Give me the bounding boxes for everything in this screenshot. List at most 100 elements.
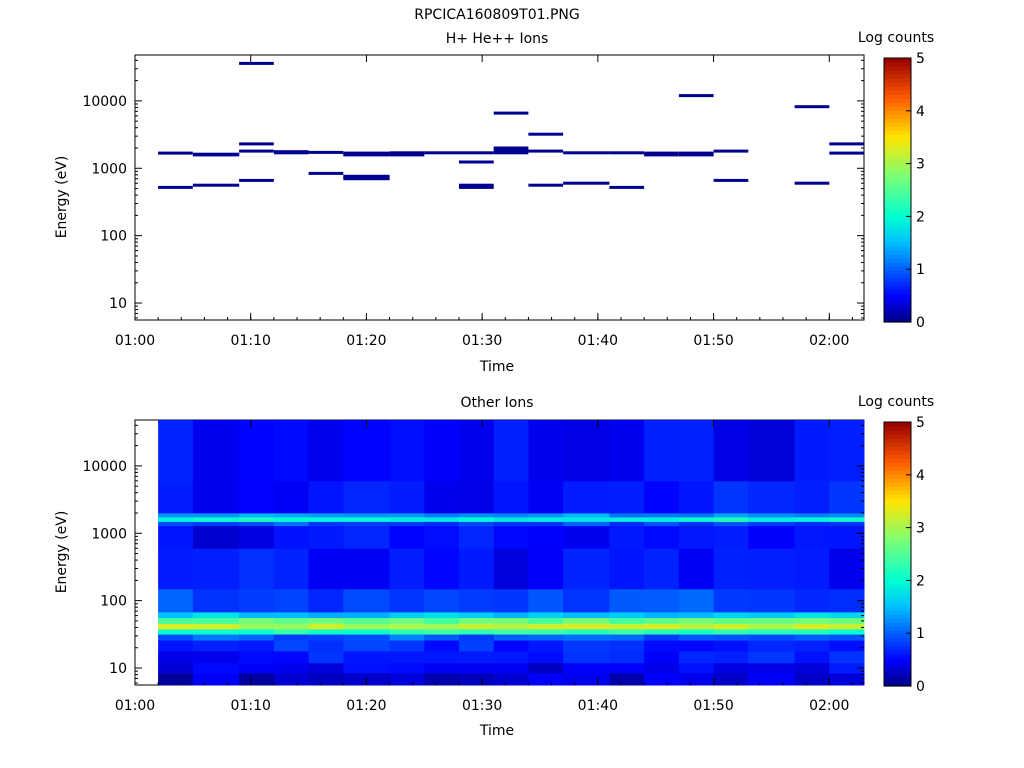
heatmap-cell: [713, 521, 749, 527]
y-axis-label: Energy (eV): [54, 156, 70, 239]
colorbar-segment: [884, 574, 911, 579]
heatmap-cell: [829, 629, 865, 635]
colorbar-tick-label: 3: [916, 157, 925, 173]
colorbar-segment: [884, 438, 911, 443]
heatmap-cell: [273, 513, 310, 518]
heatmap-cell: [192, 634, 240, 641]
heatmap-cell: [644, 420, 680, 482]
heatmap-cell: [829, 672, 865, 686]
heatmap-cell: [459, 662, 495, 674]
colorbar-segment: [884, 150, 911, 155]
colorbar-segment: [884, 194, 911, 199]
colorbar-segment: [884, 506, 911, 511]
colorbar-segment: [884, 650, 911, 655]
colorbar-segment: [884, 210, 911, 215]
heatmap-cell: [829, 516, 865, 522]
colorbar-tick-label: 4: [916, 468, 925, 484]
colorbar-segment: [884, 570, 911, 575]
colorbar-segment: [884, 670, 911, 675]
energy-bin: [192, 183, 240, 187]
colorbar-frame: [883, 57, 912, 323]
energy-bin: [343, 174, 390, 178]
heatmap-cell: [644, 588, 680, 613]
energy-bin: [678, 153, 714, 157]
heatmap-cell: [343, 640, 391, 652]
colorbar-segment: [884, 66, 911, 71]
heatmap-cell: [528, 588, 564, 613]
colorbar-segment: [884, 134, 911, 139]
heatmap-cell: [563, 525, 610, 549]
colorbar-segment: [884, 146, 911, 151]
heatmap-cell: [192, 640, 240, 652]
x-tick-label: 01:20: [346, 333, 386, 349]
heatmap-cell: [794, 634, 830, 641]
heatmap-cell: [389, 617, 425, 624]
colorbar-segment: [884, 630, 911, 635]
heatmap-cell: [239, 672, 275, 686]
heatmap-cell: [528, 662, 564, 674]
colorbar-segment: [884, 542, 911, 547]
heatmap-cell: [389, 634, 425, 641]
heatmap-cell: [493, 480, 529, 514]
energy-bin: [459, 183, 494, 187]
colorbar-segment: [884, 554, 911, 559]
heatmap-cell: [389, 629, 425, 635]
heatmap-cell: [528, 634, 564, 641]
colorbar-segment: [884, 654, 911, 659]
heatmap-cell: [528, 672, 564, 686]
heatmap-cell: [678, 420, 715, 482]
heatmap-cell: [424, 617, 460, 624]
heatmap-cell: [713, 525, 749, 549]
heatmap-cell: [644, 548, 680, 590]
colorbar-segment: [884, 534, 911, 539]
heatmap-cell: [459, 640, 495, 652]
heatmap-cell: [794, 420, 830, 482]
heatmap-cell: [528, 513, 564, 518]
heatmap-cell: [459, 516, 495, 522]
heatmap-cell: [644, 513, 680, 518]
heatmap-cell: [713, 629, 749, 635]
energy-bin: [713, 178, 749, 182]
energy-bin: [644, 153, 679, 157]
heatmap-cell: [493, 662, 529, 674]
heatmap-cell: [563, 588, 610, 613]
colorbar-segment: [884, 486, 911, 491]
heatmap-cell: [563, 650, 610, 664]
heatmap-cell: [424, 623, 460, 630]
colorbar-tick-label: 0: [916, 679, 925, 695]
heatmap-cell: [678, 521, 715, 527]
colorbar-segment: [884, 218, 911, 223]
colorbar-segment: [884, 286, 911, 291]
heatmap-cell: [748, 525, 796, 549]
energy-bin: [829, 151, 864, 155]
colorbar-segment: [884, 226, 911, 231]
heatmap-cell: [343, 629, 391, 635]
heatmap-cell: [829, 588, 865, 613]
heatmap-cell: [389, 640, 425, 652]
heatmap-cell: [424, 662, 460, 674]
heatmap-cell: [644, 525, 680, 549]
y-axis: 10 100 1000 10000: [82, 59, 864, 319]
heatmap-cell: [192, 525, 240, 549]
colorbar-segment: [884, 666, 911, 671]
colorbar-segment: [884, 514, 911, 519]
heatmap-cell: [192, 420, 240, 482]
heatmap-cell: [192, 516, 240, 522]
heatmap-cell: [528, 525, 564, 549]
heatmap-cell: [424, 521, 460, 527]
x-axis-label: Time: [479, 723, 514, 739]
heatmap-cell: [424, 548, 460, 590]
heatmap-cell: [459, 525, 495, 549]
heatmap-cell: [239, 480, 275, 514]
heatmap-cell: [748, 640, 796, 652]
heatmap-cell: [308, 521, 344, 527]
energy-bin: [158, 185, 193, 189]
heatmap-cell: [748, 548, 796, 590]
heatmap-cell: [563, 611, 610, 619]
colorbar-segment: [884, 578, 911, 583]
heatmap-cell: [713, 617, 749, 624]
heatmap-cell: [609, 516, 645, 522]
heatmap-cell: [308, 588, 344, 613]
heatmap-cell: [528, 516, 564, 522]
